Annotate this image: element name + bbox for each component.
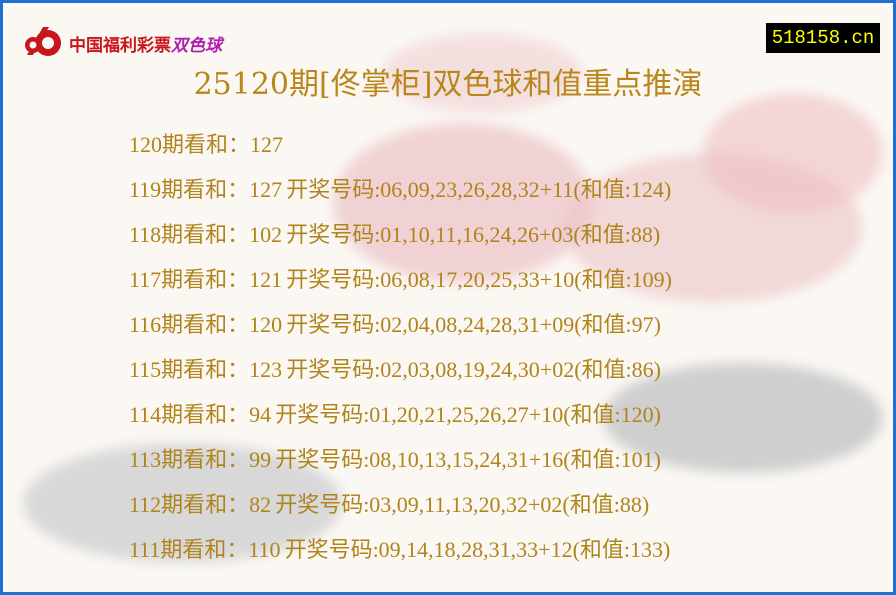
prediction-label: 119期看和：127 xyxy=(129,177,283,202)
draw-result: 开奖号码:06,08,17,20,25,33+10(和值:109) xyxy=(286,267,672,292)
list-item: 118期看和：102 开奖号码:01,10,11,16,24,26+03(和值:8… xyxy=(129,219,676,264)
list-item: 113期看和：99 开奖号码:08,10,13,15,24,31+16(和值:10… xyxy=(129,444,676,489)
list-item: 119期看和：127 开奖号码:06,09,23,26,28,32+11(和值:1… xyxy=(129,174,676,219)
draw-result: 开奖号码:08,10,13,15,24,31+16(和值:101) xyxy=(275,447,661,472)
list-item: 116期看和：120 开奖号码:02,04,08,24,28,31+09(和值:9… xyxy=(129,309,676,354)
leaf-decoration xyxy=(703,93,883,213)
site-badge: 518158.cn xyxy=(766,23,880,53)
prediction-label: 113期看和：99 xyxy=(129,447,272,472)
logo-text: 中国福利彩票 xyxy=(69,35,171,56)
leaf-decoration xyxy=(333,123,593,283)
page-title: 25120期[佟掌柜]双色球和值重点推演 xyxy=(193,67,703,102)
bird-decoration xyxy=(23,443,343,563)
draw-result: 开奖号码:01,10,11,16,24,26+03(和值:88) xyxy=(286,222,661,247)
list-item: 115期看和：123 开奖号码:02,03,08,19,24,30+02(和值:8… xyxy=(129,354,676,399)
prediction-label: 111期看和：110 xyxy=(129,537,281,562)
bird-decoration xyxy=(603,363,883,473)
welfare-lottery-icon xyxy=(25,27,61,56)
draw-result: 开奖号码:02,03,08,19,24,30+02(和值:86) xyxy=(286,357,661,382)
draw-result: 开奖号码:02,04,08,24,28,31+09(和值:97) xyxy=(286,312,661,337)
list-item: 114期看和：94 开奖号码:01,20,21,25,26,27+10(和值:12… xyxy=(129,399,676,444)
prediction-label: 117期看和：121 xyxy=(129,267,283,292)
list-item: 111期看和：110 开奖号码:09,14,18,28,31,33+12(和值:1… xyxy=(129,534,676,579)
draw-result: 开奖号码:03,09,11,13,20,32+02(和值:88) xyxy=(275,492,650,517)
draw-result: 开奖号码:09,14,18,28,31,33+12(和值:133) xyxy=(284,537,671,562)
logo-game: 双色球 xyxy=(171,35,222,56)
prediction-list: 120期看和：127 119期看和：127 开奖号码:06,09,23,26,28… xyxy=(129,129,676,579)
prediction-label: 115期看和：123 xyxy=(129,357,283,382)
prediction-label: 112期看和：82 xyxy=(129,492,272,517)
draw-result: 开奖号码:01,20,21,25,26,27+10(和值:120) xyxy=(275,402,661,427)
prediction-label: 120期看和：127 xyxy=(129,132,284,157)
list-item: 120期看和：127 xyxy=(129,129,676,174)
list-item: 117期看和：121 开奖号码:06,08,17,20,25,33+10(和值:1… xyxy=(129,264,676,309)
list-item: 112期看和：82 开奖号码:03,09,11,13,20,32+02(和值:88… xyxy=(129,489,676,534)
leaf-decoration xyxy=(383,33,583,113)
draw-result: 开奖号码:06,09,23,26,28,32+11(和值:124) xyxy=(286,177,672,202)
prediction-label: 118期看和：102 xyxy=(129,222,283,247)
prediction-label: 114期看和：94 xyxy=(129,402,272,427)
lottery-logo: 中国福利彩票双色球 xyxy=(21,25,222,61)
prediction-label: 116期看和：120 xyxy=(129,312,283,337)
